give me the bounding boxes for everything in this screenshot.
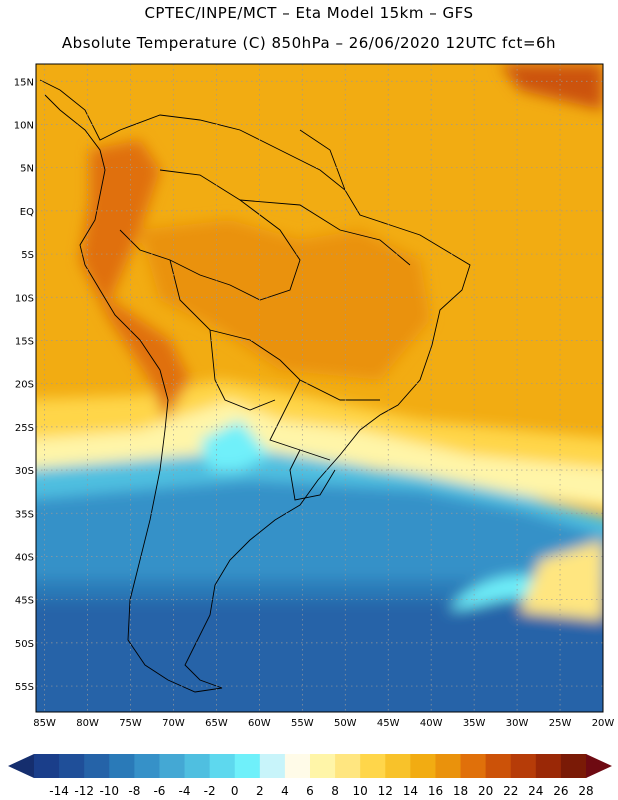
colorbar-swatch — [310, 754, 336, 778]
colorbar-swatch — [360, 754, 386, 778]
colorbar-swatch — [385, 754, 411, 778]
colorbar-label: 20 — [478, 784, 493, 798]
lon-tick-label: 50W — [334, 718, 357, 729]
colorbar-label: 18 — [453, 784, 468, 798]
lat-tick-label: 35S — [15, 509, 34, 520]
colorbar-swatch — [460, 754, 487, 778]
chart-title-line1: CPTEC/INPE/MCT – Eta Model 15km – GFS — [144, 4, 474, 22]
lon-tick-label: 85W — [33, 718, 56, 729]
colorbar-swatch — [510, 754, 537, 778]
lon-tick-label: 60W — [248, 718, 271, 729]
colorbar-label: 16 — [428, 784, 443, 798]
colorbar-swatch — [259, 754, 286, 778]
colorbar-label: 24 — [528, 784, 543, 798]
lat-tick-label: EQ — [20, 207, 34, 218]
lon-tick-label: 30W — [506, 718, 529, 729]
colorbar-swatch — [410, 754, 436, 778]
lat-tick-label: 45S — [15, 596, 34, 607]
colorbar-label: 10 — [353, 784, 368, 798]
temperature-field — [36, 64, 603, 712]
colorbar-label: -8 — [128, 784, 140, 798]
colorbar-swatch — [34, 754, 60, 778]
lon-tick-label: 80W — [76, 718, 99, 729]
lon-tick-label: 40W — [420, 718, 443, 729]
colorbar-swatch — [209, 754, 236, 778]
colorbar-label: 12 — [378, 784, 393, 798]
colorbar-swatch — [485, 754, 512, 778]
lon-tick-label: 70W — [162, 718, 185, 729]
map-frame — [35, 63, 604, 713]
latitude-axis: 15N 10N 5N EQ 5S 10S 15S 20S 25S 30S 35S 40S 45S 50S 5… — [14, 77, 34, 693]
colorbar-label: 6 — [306, 784, 314, 798]
colorbar-label: 4 — [281, 784, 289, 798]
colorbar-label: -14 — [49, 784, 69, 798]
lat-tick-label: 25S — [15, 423, 34, 434]
colorbar-swatch — [109, 754, 135, 778]
colorbar-swatch — [234, 754, 261, 778]
longitude-axis: 85W 80W 75W 70W 65W 60W 55W 50W 45W 40W 35W 30W 25W 2… — [33, 718, 614, 729]
lon-tick-label: 20W — [592, 718, 615, 729]
colorbar-label: 0 — [231, 784, 239, 798]
colorbar-swatch — [560, 754, 587, 778]
colorbar-swatch — [134, 754, 160, 778]
colorbar-swatch — [159, 754, 186, 778]
colorbar-label: -10 — [99, 784, 119, 798]
colorbar-left-arrow — [8, 754, 34, 778]
colorbar-label: -12 — [74, 784, 94, 798]
lon-tick-label: 65W — [205, 718, 228, 729]
lat-tick-label: 5N — [20, 164, 34, 175]
colorbar-swatch — [335, 754, 361, 778]
coastline — [39, 79, 471, 693]
colorbar-swatch — [535, 754, 562, 778]
chart-title-line2: Absolute Temperature (C) 850hPa – 26/06/… — [61, 34, 557, 52]
colorbar-label: 26 — [553, 784, 568, 798]
colorbar-right-arrow — [586, 754, 612, 778]
lon-tick-label: 45W — [377, 718, 400, 729]
lat-tick-label: 30S — [15, 466, 34, 477]
lat-tick-label: 55S — [15, 682, 34, 693]
colorbar-label: -4 — [179, 784, 191, 798]
lon-tick-label: 25W — [549, 718, 572, 729]
colorbar-label: 28 — [578, 784, 593, 798]
lat-tick-label: 10S — [15, 293, 34, 304]
lat-tick-label: 15N — [14, 77, 34, 88]
lat-tick-label: 40S — [15, 552, 34, 563]
colorbar-swatch — [184, 754, 211, 778]
lat-tick-label: 10N — [14, 120, 34, 131]
lat-tick-label: 20S — [15, 380, 34, 391]
colorbar-label: 8 — [331, 784, 339, 798]
colorbar-swatch — [284, 754, 311, 778]
lat-tick-label: 50S — [15, 639, 34, 650]
colorbar-label: 14 — [403, 784, 418, 798]
colorbar-label: -2 — [204, 784, 216, 798]
colorbar-swatch — [84, 754, 110, 778]
colorbar-label: 2 — [256, 784, 264, 798]
lon-tick-label: 35W — [463, 718, 486, 729]
lat-tick-label: 15S — [15, 336, 34, 347]
lat-tick-label: 5S — [21, 250, 34, 261]
colorbar-swatch — [59, 754, 85, 778]
colorbar-label: -6 — [153, 784, 165, 798]
lon-tick-label: 75W — [119, 718, 142, 729]
colorbar-label: 22 — [503, 784, 518, 798]
colorbar-swatch — [435, 754, 462, 778]
lon-tick-label: 55W — [291, 718, 314, 729]
